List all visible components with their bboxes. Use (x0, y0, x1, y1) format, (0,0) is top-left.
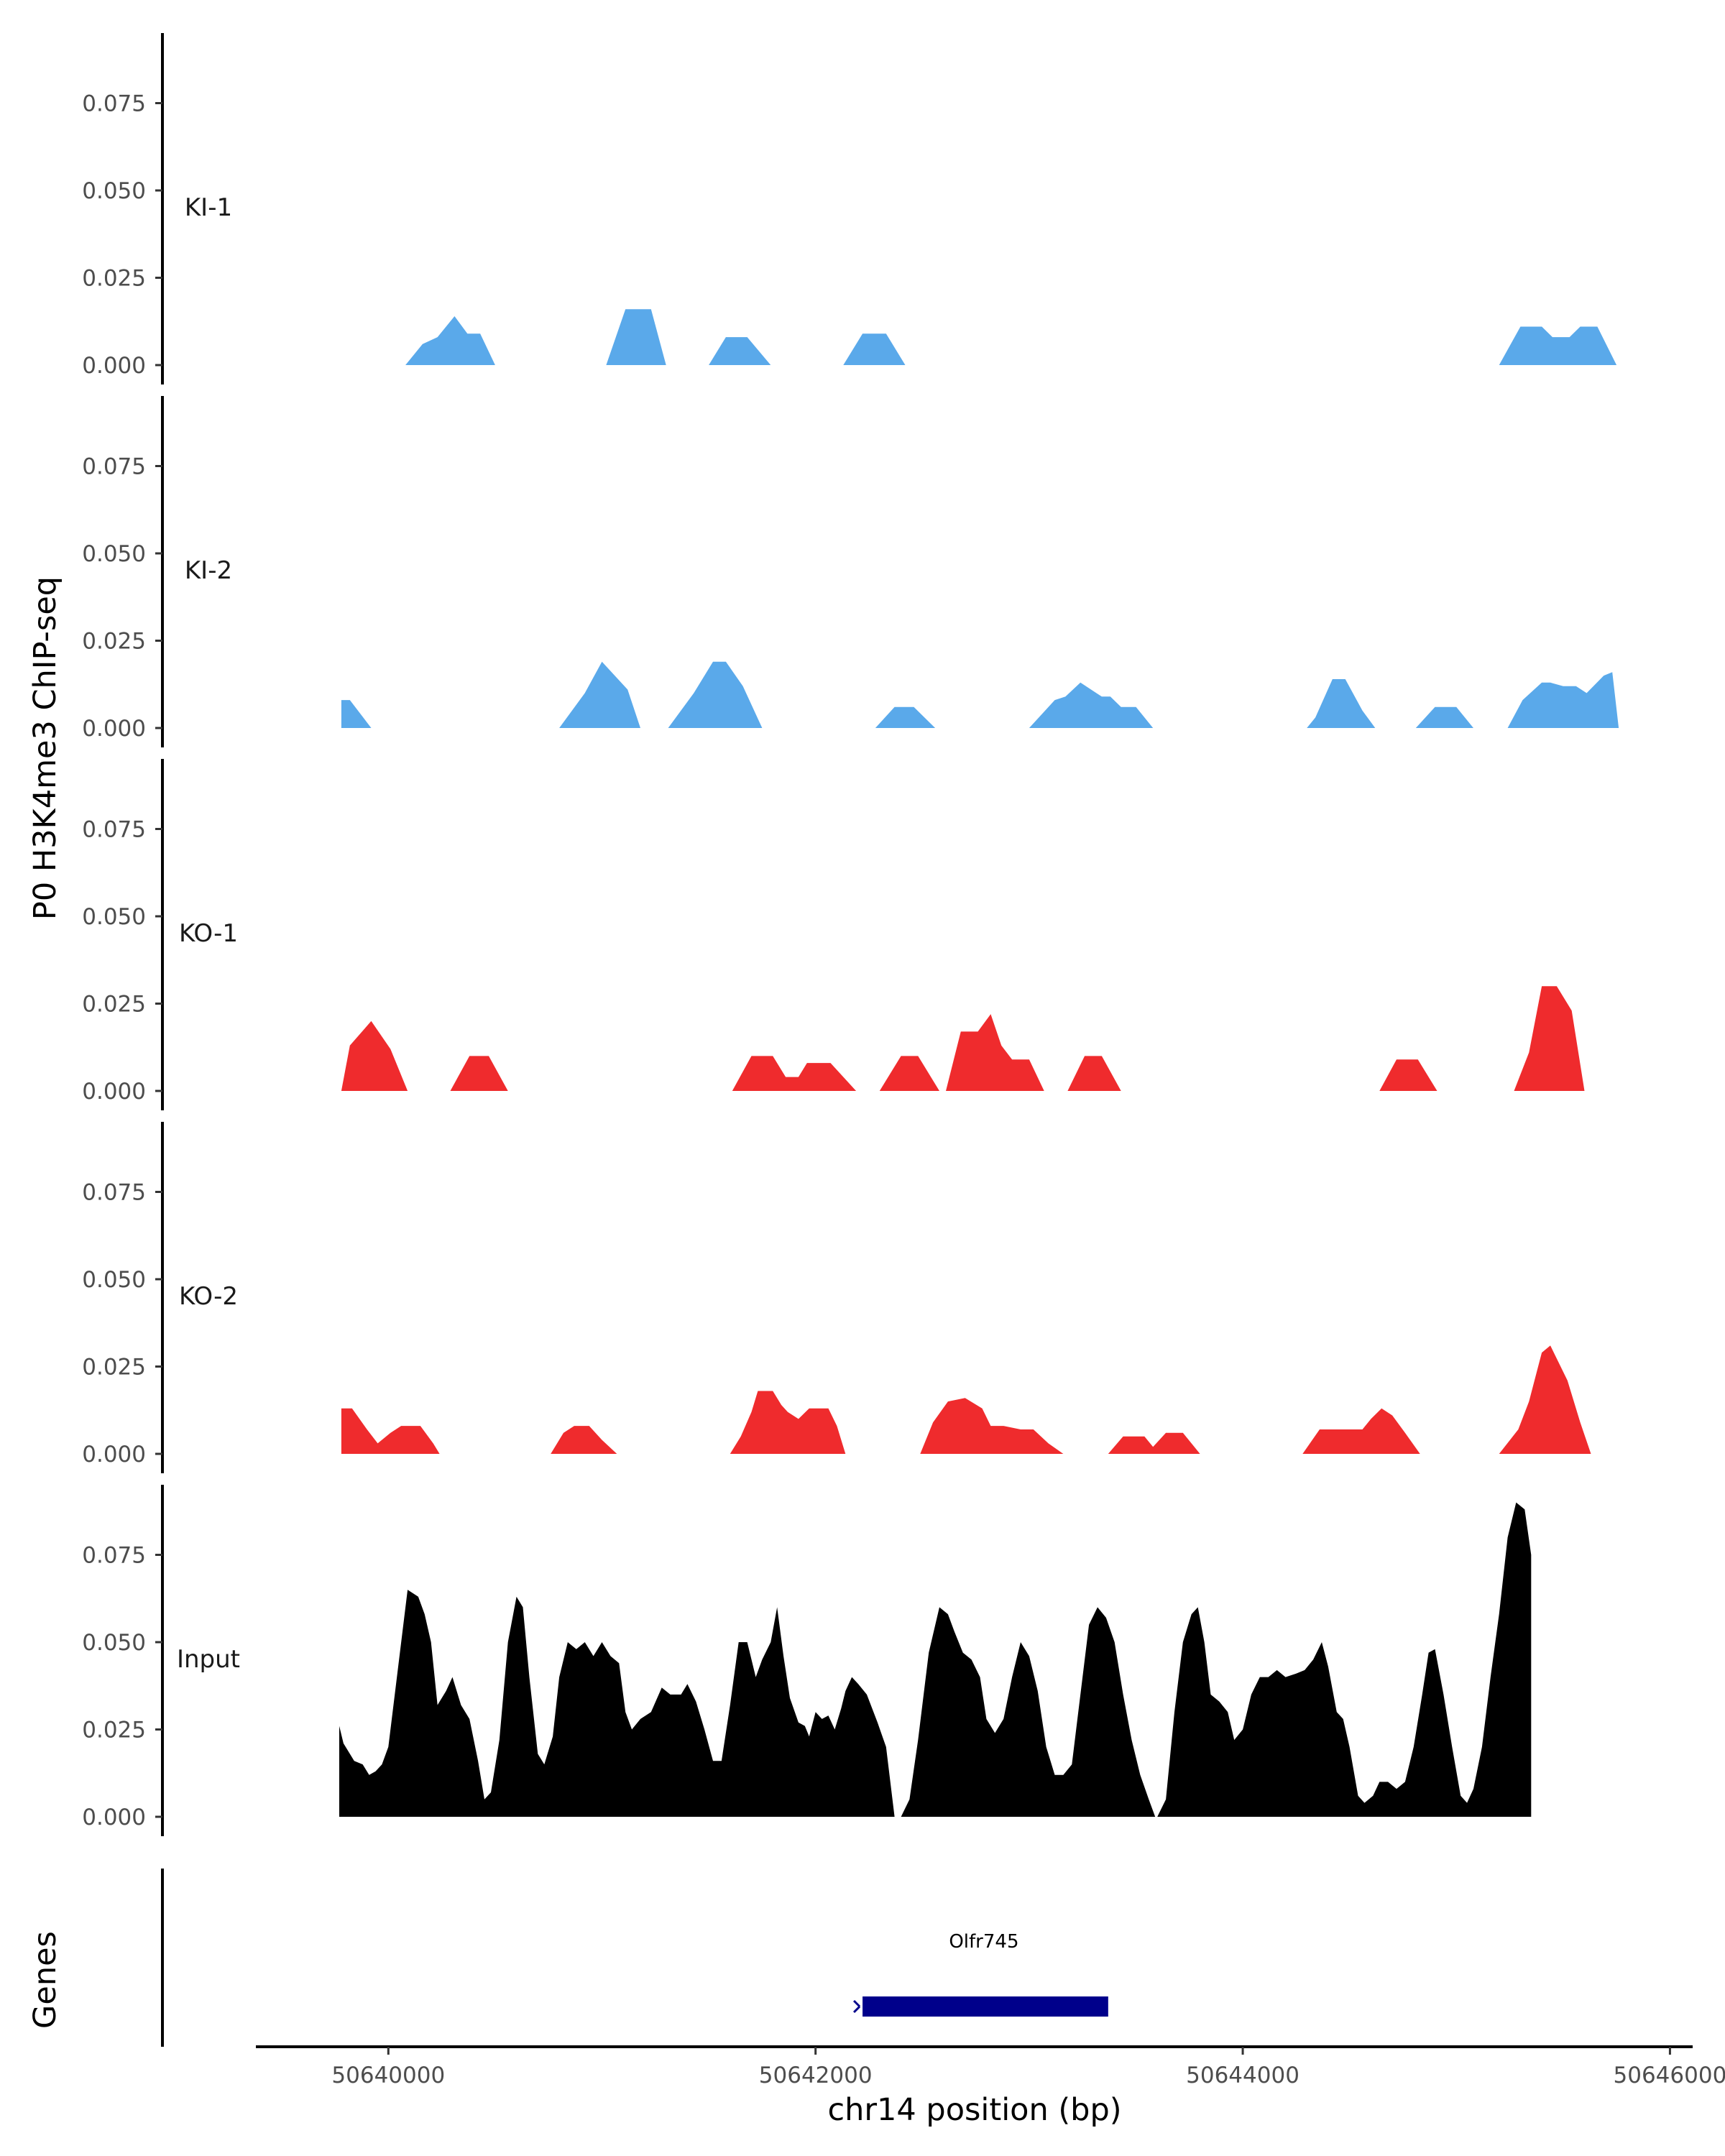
signal-peak (1499, 326, 1617, 365)
signal-peak (1379, 1059, 1438, 1091)
signal-peak (901, 1607, 1156, 1817)
track-label: KI-1 (185, 193, 232, 222)
track-label: KI-2 (185, 556, 232, 585)
signal-peak (843, 333, 906, 365)
track-ko-1: 0.000 0.025 0.050 0.075 KO-1 (82, 759, 1585, 1110)
signal-peak (668, 661, 763, 728)
y-tick-label: 0.000 (82, 1442, 146, 1468)
signal-peak (1415, 706, 1473, 728)
signal-peak (341, 1021, 408, 1091)
y-axis-title: P0 H3K4me3 ChIP-seq (27, 576, 63, 920)
track-input: 0.000 0.025 0.050 0.075 Input (82, 1485, 1532, 1836)
gene-body (862, 1996, 1108, 2017)
signal-peak (875, 706, 936, 728)
gene-label: Olfr745 (949, 1931, 1018, 1953)
signal-peak (341, 1408, 440, 1454)
y-tick-label: 0.075 (82, 91, 146, 117)
y-tick-label: 0.000 (82, 353, 146, 379)
signal-peak (730, 1391, 846, 1454)
y-tick-label: 0.050 (82, 904, 146, 930)
x-tick-label: 50644000 (1186, 2063, 1300, 2088)
signal-peak (1507, 672, 1619, 728)
y-tick-label: 0.075 (82, 1543, 146, 1569)
y-tick-label: 0.075 (82, 817, 146, 843)
y-tick-label: 0.050 (82, 178, 146, 204)
x-tick-label: 50640000 (331, 2063, 445, 2088)
x-axis-title: chr14 position (bp) (827, 2092, 1121, 2128)
signal-peak (709, 337, 771, 365)
track-label: KO-2 (179, 1282, 238, 1311)
signal-peak (1514, 986, 1585, 1091)
y-tick-label: 0.000 (82, 716, 146, 742)
track-ko-2: 0.000 0.025 0.050 0.075 KO-2 (82, 1122, 1591, 1473)
y-tick-label: 0.025 (82, 1355, 146, 1381)
y-tick-label: 0.000 (82, 1079, 146, 1105)
signal-peak (551, 1426, 617, 1454)
genes-track: Olfr745 (161, 1869, 1108, 2047)
track-label: Input (177, 1645, 240, 1674)
strand-arrow-icon (852, 1999, 861, 2014)
signal-peak (606, 309, 666, 365)
x-tick-label: 50642000 (759, 2063, 873, 2088)
y-tick-label: 0.025 (82, 266, 146, 292)
y-tick-label: 0.025 (82, 992, 146, 1018)
signal-peak (946, 1014, 1044, 1091)
signal-peak (879, 1056, 939, 1091)
signal-peak (920, 1398, 1064, 1454)
y-tick-label: 0.050 (82, 541, 146, 567)
signal-peak (341, 700, 372, 728)
tracks-layer: 0.0000.0250.0500.075KI-10.0000.0250.0500… (82, 33, 1619, 1836)
signal-peak (1108, 1432, 1200, 1454)
signal-peak (1029, 682, 1154, 728)
signal-peak (450, 1056, 508, 1091)
signal-peak (732, 1056, 857, 1091)
y-tick-label: 0.050 (82, 1267, 146, 1293)
y-tick-label: 0.025 (82, 1718, 146, 1743)
y-tick-label: 0.075 (82, 454, 146, 480)
signal-peak (559, 661, 640, 728)
y-tick-label: 0.000 (82, 1805, 146, 1830)
signal-peak (1157, 1502, 1532, 1817)
signal-peak (1302, 1408, 1420, 1454)
signal-peak (1307, 679, 1376, 728)
genes-axis-title: Genes (27, 1931, 63, 2029)
y-tick-label: 0.025 (82, 629, 146, 655)
signal-peak (339, 1590, 899, 1817)
signal-peak (1499, 1345, 1591, 1454)
track-ki-2: 0.000 0.025 0.050 0.075 KI-2 (82, 396, 1619, 747)
x-axis: 50640000 50642000 50644000 50646000 (256, 2045, 1725, 2088)
track-ki-1: 0.000 0.025 0.050 0.075 KI-1 (82, 33, 1617, 384)
track-label: KO-1 (179, 919, 238, 948)
x-tick-label: 50646000 (1614, 2063, 1725, 2088)
signal-peak (1067, 1056, 1121, 1091)
y-tick-label: 0.050 (82, 1630, 146, 1656)
signal-peak (405, 316, 495, 365)
y-tick-label: 0.075 (82, 1180, 146, 1206)
